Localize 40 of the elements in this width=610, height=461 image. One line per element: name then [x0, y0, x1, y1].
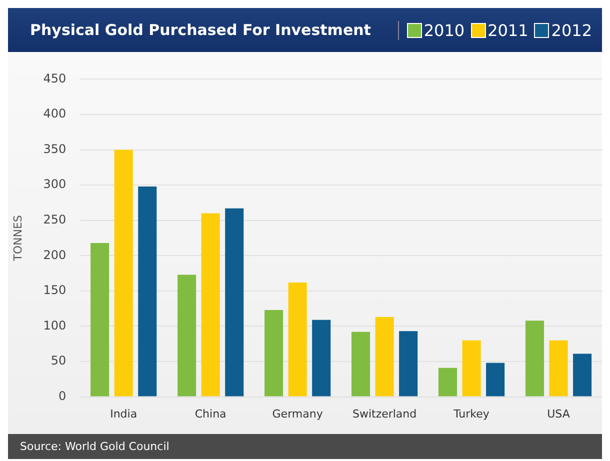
bar — [90, 242, 110, 396]
x-tick-label: Germany — [272, 407, 324, 420]
y-tick-label: 50 — [50, 354, 66, 368]
bar — [114, 150, 133, 396]
legend-label: 2012 — [551, 20, 592, 40]
y-tick-label: 0 — [58, 388, 66, 403]
y-tick-label: 450 — [43, 71, 66, 86]
bar — [399, 331, 418, 396]
bar — [225, 208, 244, 396]
x-tick-label: Turkey — [452, 407, 490, 420]
chart-title: Physical Gold Purchased For Investment — [30, 21, 371, 39]
bar — [549, 340, 568, 396]
bar — [201, 213, 220, 396]
bar — [438, 368, 458, 396]
y-tick-label: 250 — [43, 212, 66, 226]
bar — [525, 320, 544, 396]
x-tick-label: India — [110, 407, 138, 420]
bar — [351, 332, 370, 396]
y-tick-label: 100 — [43, 318, 66, 332]
y-tick-label: 350 — [43, 142, 66, 156]
source-note: Source: World Gold Council — [8, 434, 602, 459]
bar — [178, 274, 196, 396]
y-axis-title: TONNES — [11, 215, 24, 262]
bar — [288, 282, 307, 396]
x-tick-label: China — [194, 407, 226, 420]
legend-label: 2011 — [488, 20, 528, 40]
y-tick-label: 200 — [43, 248, 66, 262]
y-tick-label: 400 — [43, 106, 66, 121]
bar — [138, 186, 157, 396]
legend-label: 2010 — [424, 20, 465, 40]
x-tick-label: USA — [547, 407, 570, 420]
bar — [573, 354, 592, 396]
bar — [312, 320, 331, 396]
y-tick-label: 150 — [43, 283, 66, 298]
x-tick-label: Switzerland — [352, 407, 417, 420]
bar — [486, 362, 505, 396]
y-tick-label: 300 — [43, 177, 66, 192]
bar — [375, 317, 394, 396]
bar — [462, 340, 481, 396]
bar — [264, 310, 284, 396]
